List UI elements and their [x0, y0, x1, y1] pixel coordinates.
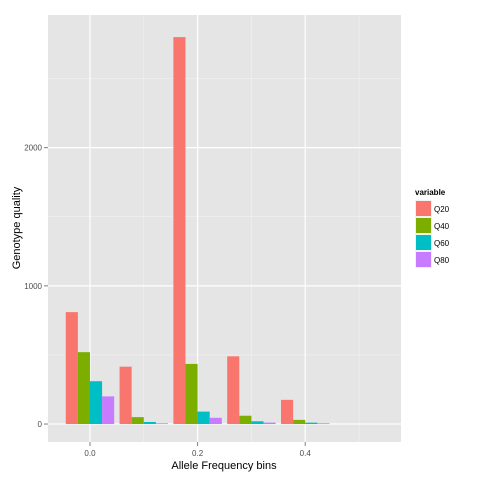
bar-q60 [89, 381, 103, 425]
bar-q20 [65, 312, 78, 425]
legend-label-q40: Q40 [434, 222, 450, 231]
legend-label-q80: Q80 [434, 256, 450, 265]
x-axis: 0.0 0.2 0.4 [84, 442, 311, 458]
x-tick-label: 0.4 [300, 449, 312, 458]
bar-q40 [77, 352, 90, 425]
y-tick-label: 2000 [24, 144, 42, 153]
bar-q80 [102, 396, 115, 425]
bar-q80 [209, 417, 222, 425]
bar-q40 [293, 419, 306, 425]
bar-q80 [317, 423, 330, 425]
legend-title: variable [415, 188, 446, 197]
panel-background [48, 15, 401, 442]
bar-q20 [119, 366, 132, 425]
bar-q40 [131, 417, 144, 425]
bar-q80 [155, 423, 168, 425]
bar-q20 [227, 356, 240, 425]
y-axis-title: Genotype quality [11, 186, 23, 269]
legend-swatch-q60 [416, 235, 431, 250]
bar-q60 [305, 422, 318, 425]
bar-q60 [251, 421, 264, 425]
bar-q40 [239, 415, 252, 425]
bar-q20 [173, 37, 186, 425]
x-tick-label: 0.2 [192, 449, 204, 458]
bar-q60 [143, 421, 156, 425]
legend-swatch-q80 [416, 252, 431, 267]
bar-q60 [197, 411, 210, 425]
legend-label-q60: Q60 [434, 239, 450, 248]
y-tick-label: 1000 [24, 282, 42, 291]
x-axis-title: Allele Frequency bins [171, 460, 277, 472]
legend: variable Q20 Q40 Q60 Q80 [415, 188, 450, 268]
legend-swatch-q20 [416, 201, 431, 216]
bar-q80 [263, 422, 276, 425]
x-tick-label: 0.0 [84, 449, 96, 458]
y-tick-label: 0 [38, 420, 43, 429]
y-axis: 0 1000 2000 [24, 144, 48, 429]
bars-layer [65, 37, 330, 425]
legend-label-q20: Q20 [434, 205, 450, 214]
legend-swatch-q40 [416, 218, 431, 233]
bar-q40 [185, 363, 198, 425]
bar-q20 [281, 399, 294, 425]
